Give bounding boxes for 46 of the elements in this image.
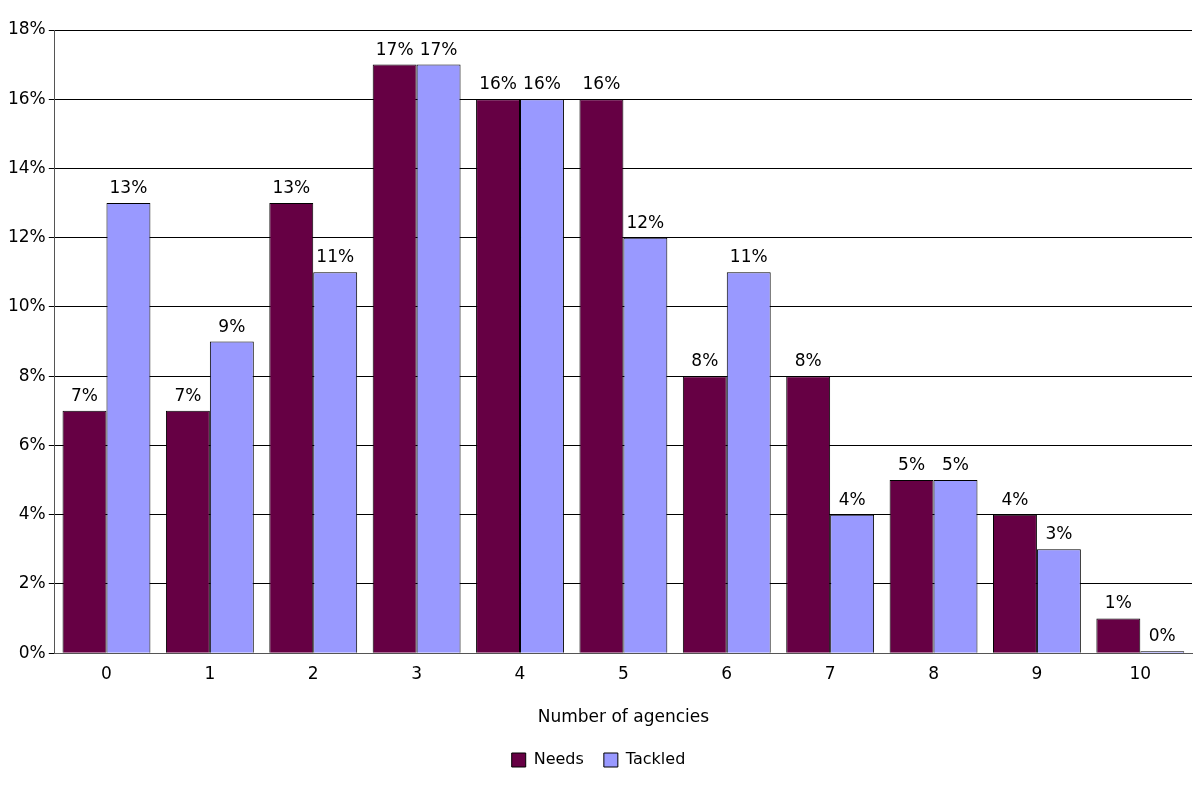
x-tick-label: 6 xyxy=(721,662,733,683)
data-label: 4% xyxy=(1001,488,1029,509)
y-tick-label: 16% xyxy=(7,87,46,108)
x-tick-label: 2 xyxy=(307,662,319,683)
data-label: 13% xyxy=(272,177,311,198)
data-label: 9% xyxy=(218,315,246,336)
data-label: 3% xyxy=(1045,523,1073,544)
y-tick-label: 0% xyxy=(18,641,46,662)
legend-label: Needs xyxy=(533,749,584,769)
x-tick-label: 9 xyxy=(1031,662,1043,683)
y-tick-label: 6% xyxy=(18,433,46,454)
data-label: 7% xyxy=(174,384,202,405)
x-tick-label: 4 xyxy=(514,662,526,683)
y-tick-label: 18% xyxy=(7,18,46,39)
data-label: 12% xyxy=(626,211,665,232)
y-tick-label: 12% xyxy=(7,226,46,247)
x-axis-title: Number of agencies xyxy=(537,706,710,727)
data-label: 16% xyxy=(523,73,561,94)
data-label: 5% xyxy=(942,454,969,475)
legend-label: Tackled xyxy=(624,749,686,769)
data-label: 8% xyxy=(794,350,822,371)
y-tick-label: 10% xyxy=(7,295,46,316)
x-tick-label: 3 xyxy=(411,662,423,683)
data-label: 8% xyxy=(691,350,719,371)
y-tick-label: 4% xyxy=(18,503,46,524)
data-label: 16% xyxy=(479,73,517,94)
y-tick-label: 8% xyxy=(18,364,46,385)
data-label: 13% xyxy=(109,177,148,198)
x-tick-label: 0 xyxy=(101,662,112,683)
data-label: 17% xyxy=(375,38,414,59)
data-label: 1% xyxy=(1104,592,1132,613)
data-label: 4% xyxy=(838,488,866,509)
data-label: 11% xyxy=(729,246,768,267)
data-label: 16% xyxy=(582,73,621,94)
y-tick-label: 2% xyxy=(18,572,46,593)
x-tick-label: 10 xyxy=(1129,662,1152,683)
data-label: 17% xyxy=(419,38,458,59)
y-tick-label: 14% xyxy=(7,156,46,177)
x-tick-label: 1 xyxy=(204,662,216,683)
data-label: 7% xyxy=(71,384,98,405)
x-tick-label: 7 xyxy=(824,662,836,683)
data-label: 11% xyxy=(316,246,355,267)
data-label: 5% xyxy=(898,454,926,475)
data-label: 0% xyxy=(1148,625,1176,646)
x-tick-label: 5 xyxy=(617,662,629,683)
x-tick-label: 8 xyxy=(928,662,939,683)
